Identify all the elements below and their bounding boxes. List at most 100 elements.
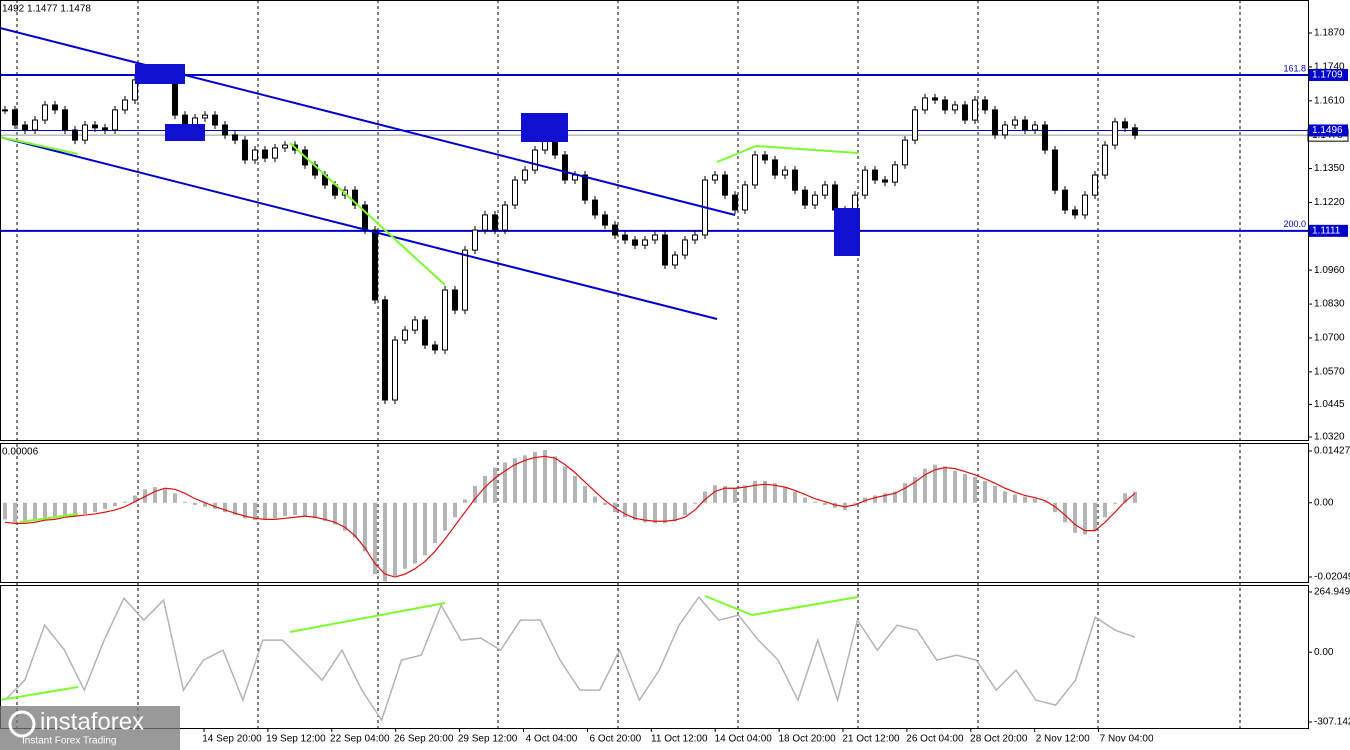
macd-bar — [3, 502, 7, 520]
macd-bar — [133, 495, 137, 503]
macd-bar — [1003, 491, 1007, 503]
candle-body — [772, 159, 778, 176]
candle-body — [1102, 144, 1108, 176]
candle-body — [22, 124, 28, 131]
candle — [252, 146, 258, 164]
macd-bar — [993, 486, 997, 503]
candle — [792, 166, 798, 195]
candle-body — [352, 189, 358, 206]
candle — [392, 336, 398, 404]
divergence — [19, 513, 79, 523]
candle — [622, 231, 628, 244]
macd-bar — [283, 502, 287, 517]
macd-bar — [953, 470, 957, 503]
macd-bar — [413, 502, 417, 564]
candle-body — [652, 234, 658, 241]
macd-bar — [783, 487, 787, 503]
x-tick-label: 6 Oct 20:00 — [590, 734, 642, 745]
macd-bar — [343, 502, 347, 531]
candle-body — [882, 179, 888, 183]
candle — [652, 231, 658, 244]
y-tick-label: 0.01427 — [1314, 446, 1350, 457]
level-badge — [1308, 224, 1348, 237]
x-tick-label: 11 Oct 12:00 — [651, 734, 708, 745]
candle — [372, 226, 378, 304]
candle-body — [522, 169, 528, 181]
x-tick-label: 2 Nov 12:00 — [1036, 734, 1090, 745]
candle — [872, 166, 878, 185]
level-badge — [1308, 68, 1348, 81]
y-tick-label: 1.1350 — [1314, 163, 1345, 174]
macd-bar — [1073, 502, 1077, 533]
macd-bar — [1063, 502, 1067, 523]
candle — [902, 136, 908, 169]
candle-body — [682, 239, 688, 256]
candle-body — [592, 199, 598, 216]
candle-body — [462, 249, 468, 311]
macd-bar — [293, 502, 297, 516]
candle-body — [552, 139, 558, 156]
candle — [642, 235, 648, 250]
candle — [262, 146, 268, 163]
candle — [1032, 121, 1038, 134]
macd-bar — [913, 476, 917, 503]
candle — [522, 166, 528, 185]
y-tick-label: 1.0445 — [1314, 399, 1345, 410]
candle — [442, 285, 448, 354]
candle — [272, 143, 278, 163]
macd-bar — [53, 502, 57, 519]
candle — [662, 231, 668, 269]
candle-body — [282, 144, 288, 149]
price-panel: 1.1870 1.1740 1.1610 1.1350 1.1220 1.0960 1.08… — [0, 28, 1349, 443]
candle — [782, 166, 788, 180]
macd-bar — [823, 502, 827, 505]
zone-box — [834, 208, 860, 256]
divergence — [0, 136, 79, 155]
candle — [892, 160, 898, 187]
candle — [72, 125, 78, 145]
macd-bar — [163, 488, 167, 503]
candle-body — [532, 149, 538, 171]
candle-body — [222, 124, 228, 136]
candle — [972, 95, 978, 125]
candle-body — [762, 154, 768, 161]
candle — [862, 166, 868, 200]
candle — [492, 210, 498, 235]
candle — [602, 210, 608, 230]
panel-frame — [0, 443, 1309, 583]
candle-body — [122, 99, 128, 111]
macd-bar — [423, 502, 427, 556]
candle — [42, 100, 48, 125]
candle-body — [692, 234, 698, 241]
macd-bar — [983, 480, 987, 503]
macd-signal — [4, 455, 1136, 578]
candle — [452, 285, 458, 315]
candle — [512, 176, 518, 210]
macd-bar — [533, 451, 537, 503]
macd-bar — [1033, 498, 1037, 503]
macd-bar — [653, 502, 657, 524]
macd-bar — [593, 496, 597, 503]
macd-bar — [513, 458, 517, 503]
candle-body — [1072, 209, 1078, 216]
macd-bar — [473, 486, 477, 503]
candle — [1052, 146, 1058, 195]
macd-bar — [213, 502, 217, 509]
macd-bar — [193, 502, 197, 505]
macd-bar — [933, 464, 937, 503]
candle — [422, 315, 428, 349]
candle-body — [632, 239, 638, 246]
candle-body — [992, 109, 998, 136]
macd-bar — [803, 497, 807, 503]
macd-bar — [643, 502, 647, 523]
candle-body — [472, 229, 478, 251]
candle-body — [512, 179, 518, 206]
macd-bar — [303, 502, 307, 517]
candle — [762, 150, 768, 164]
logo: instaforex Instant Forex Trading — [0, 706, 180, 750]
macd-bar — [813, 501, 817, 503]
candle-body — [752, 154, 758, 186]
candle — [1022, 116, 1028, 134]
y-tick-label: 1.1610 — [1314, 95, 1345, 106]
candle — [752, 150, 758, 189]
